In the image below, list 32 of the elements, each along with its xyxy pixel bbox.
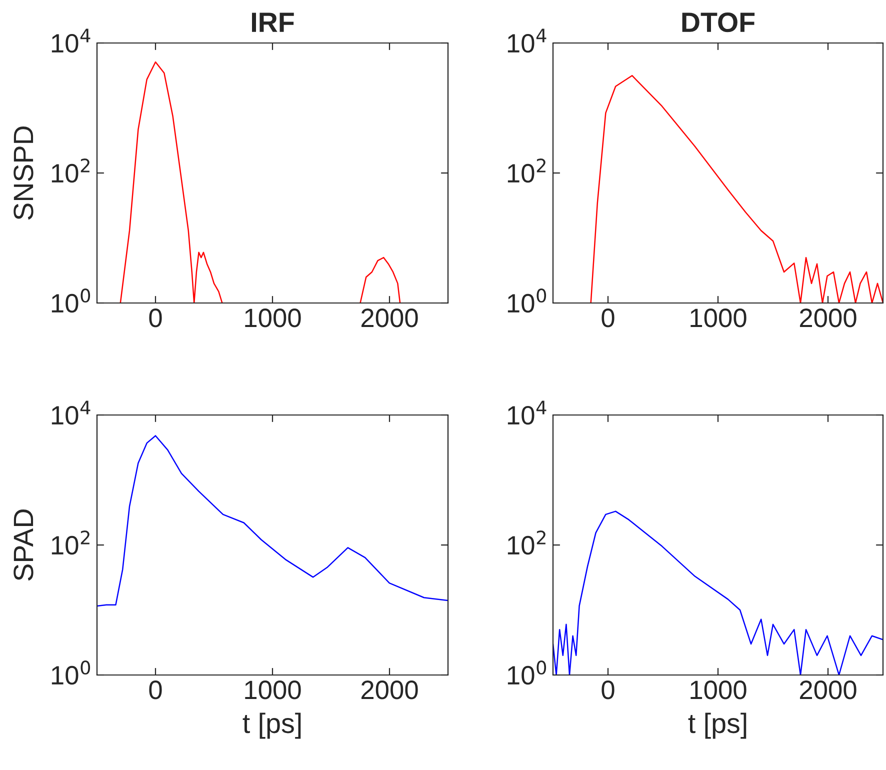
y-axis-title: SNSPD (14, 126, 34, 220)
y-tick-label: 10$^{4}$ (508, 28, 546, 53)
x-tick-label: 2000 (361, 308, 418, 328)
x-tick-label: 1000 (690, 680, 746, 700)
y-tick-label: 10$^{4}$ (52, 400, 90, 425)
chart-title: IRF (252, 12, 294, 32)
x-tick-label: 2000 (800, 308, 856, 328)
y-tick-label: 10$^{2}$ (52, 530, 90, 555)
x-axis-title: t [ps] (242, 712, 301, 739)
y-tick-label: 10$^{2}$ (508, 530, 546, 555)
x-tick-label: 2000 (361, 680, 418, 700)
x-tick-label: 0 (149, 680, 162, 700)
x-tick-label: 1000 (245, 308, 301, 328)
x-tick-label: 1000 (690, 308, 746, 328)
y-tick-label: 10$^{4}$ (52, 28, 90, 53)
x-tick-label: 2000 (800, 680, 856, 700)
y-tick-label: 10$^{0}$ (508, 660, 546, 685)
x-tick-label: 0 (602, 680, 614, 700)
y-tick-label: 10$^{0}$ (508, 288, 546, 313)
y-tick-label: 10$^{0}$ (52, 288, 90, 313)
y-tick-label: 10$^{0}$ (52, 660, 90, 685)
y-axis-title: SPAD (14, 510, 34, 581)
y-tick-label: 10$^{4}$ (508, 400, 546, 425)
line-series (590, 74, 883, 303)
chart-title: DTOF (682, 12, 755, 32)
y-tick-label: 10$^{2}$ (52, 158, 90, 183)
x-tick-label: 1000 (245, 680, 301, 700)
x-tick-label: 0 (149, 308, 162, 328)
line-series (97, 435, 448, 607)
x-axis-title: t [ps] (688, 712, 746, 739)
x-tick-label: 0 (602, 308, 614, 328)
y-tick-label: 10$^{2}$ (508, 158, 546, 183)
